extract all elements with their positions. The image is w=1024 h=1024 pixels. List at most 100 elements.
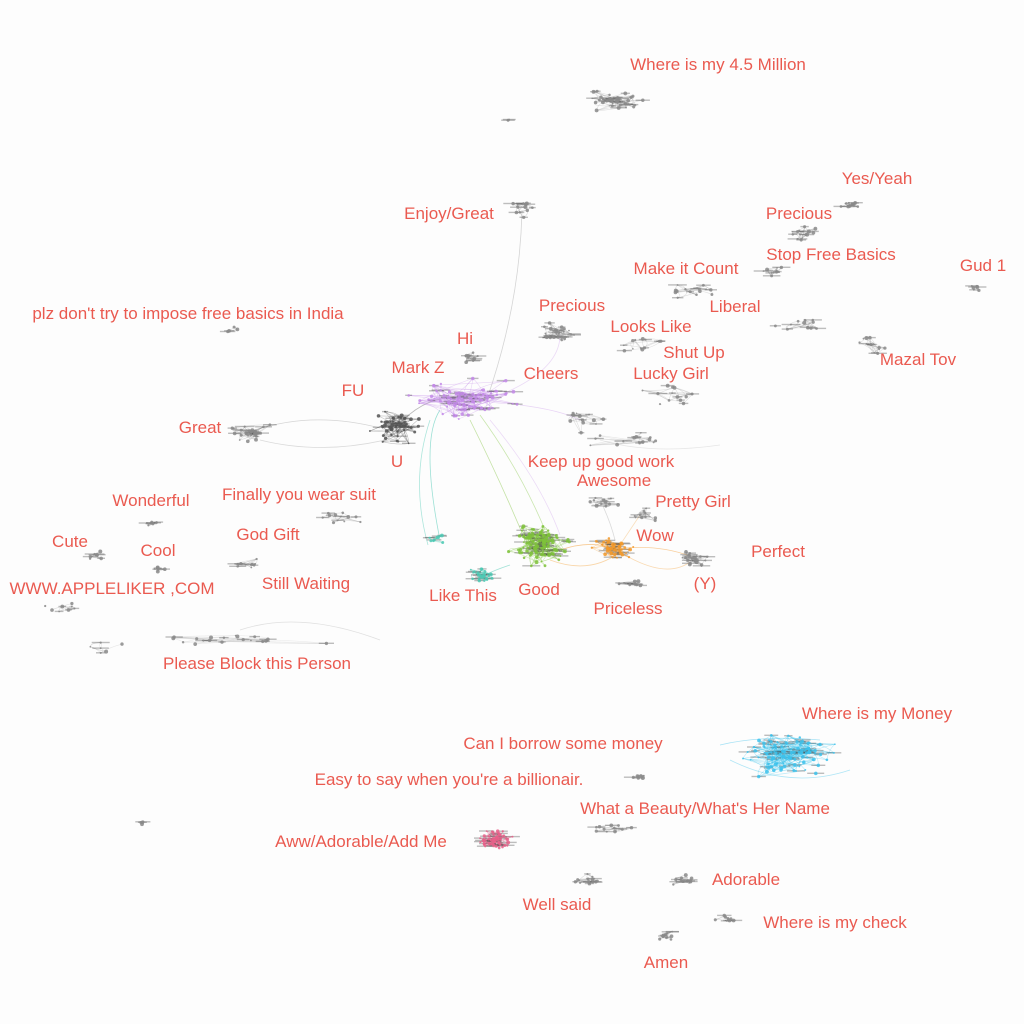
graph-node: [659, 339, 663, 343]
graph-node: [796, 319, 800, 323]
graph-node: [432, 383, 436, 388]
cluster-edge: [770, 760, 814, 767]
graph-node: [665, 383, 670, 388]
graph-node: [671, 930, 674, 933]
graph-node: [254, 562, 257, 565]
graph-node: [98, 549, 103, 554]
label-wow: Wow: [636, 526, 674, 545]
cluster-edge: [809, 742, 835, 754]
graph-node: [239, 433, 243, 437]
cluster-edge: [433, 385, 455, 416]
graph-node: [490, 395, 495, 400]
cluster-purple: [405, 376, 524, 420]
graph-node: [490, 576, 494, 580]
graph-node: [256, 431, 261, 435]
graph-node: [202, 639, 205, 642]
cluster-edge: [803, 741, 834, 754]
graph-node: [232, 325, 236, 329]
cluster-make-it-count: [668, 283, 717, 299]
graph-node: [481, 392, 485, 396]
graph-node: [620, 827, 624, 831]
graph-node: [140, 822, 144, 827]
graph-node: [573, 880, 578, 884]
graph-node: [463, 407, 467, 412]
graph-node: [394, 424, 397, 427]
graph-node: [471, 376, 475, 381]
cluster-cool: [152, 565, 170, 574]
graph-node: [725, 919, 728, 922]
graph-node: [60, 604, 65, 609]
graph-node: [868, 335, 872, 340]
cluster-edge: [781, 746, 800, 767]
cluster-edge: [590, 437, 651, 446]
graph-node: [593, 100, 598, 105]
graph-node: [566, 538, 570, 542]
cluster-edge: [337, 520, 361, 523]
graph-node: [795, 740, 799, 744]
cluster-edge: [408, 394, 506, 397]
graph-node: [388, 425, 392, 429]
graph-node: [614, 543, 617, 546]
graph-node: [591, 418, 596, 423]
graph-node: [222, 636, 226, 640]
graph-node: [684, 395, 688, 399]
graph-node: [253, 433, 256, 436]
graph-node: [576, 878, 580, 882]
graph-node: [522, 556, 526, 560]
graph-node: [522, 546, 525, 549]
cluster-edge: [772, 749, 792, 768]
graph-node: [429, 539, 433, 543]
cluster-edge: [668, 393, 693, 401]
graph-node: [790, 748, 793, 751]
label-lucky-girl: Lucky Girl: [633, 364, 709, 383]
graph-node: [622, 344, 625, 347]
graph-node: [688, 882, 690, 884]
graph-node: [99, 647, 102, 650]
graph-node: [439, 382, 443, 386]
graph-node: [802, 760, 806, 765]
graph-node: [690, 392, 694, 396]
inter-cluster-edge-0: [489, 209, 523, 391]
graph-node: [507, 550, 511, 554]
graph-node: [529, 543, 533, 547]
label-cool: Cool: [140, 541, 176, 560]
graph-node: [816, 763, 821, 768]
cluster-edge: [433, 385, 459, 410]
graph-node: [506, 118, 510, 122]
graph-node: [477, 579, 481, 583]
graph-node: [629, 825, 634, 830]
graph-node: [672, 883, 675, 886]
graph-node: [456, 399, 460, 403]
graph-node: [446, 395, 451, 400]
label-u: U: [390, 452, 404, 471]
graph-node: [832, 751, 835, 754]
graph-node: [505, 391, 508, 395]
graph-node: [446, 405, 449, 408]
graph-node: [255, 431, 258, 434]
graph-node: [488, 841, 492, 846]
graph-node: [601, 417, 606, 421]
graph-node: [560, 338, 563, 342]
graph-node: [814, 771, 818, 776]
cluster-edge: [419, 402, 443, 415]
cluster-edge: [481, 395, 488, 398]
graph-node: [241, 637, 245, 642]
graph-node: [482, 842, 486, 846]
label-where-is-my-4-5-million: Where is my 4.5 Million: [630, 55, 806, 74]
cluster-edge: [449, 389, 484, 402]
graph-node: [544, 334, 547, 337]
cluster-edge: [531, 555, 561, 567]
graph-node: [518, 210, 522, 214]
graph-node: [769, 740, 773, 744]
graph-node: [697, 288, 700, 290]
graph-node: [235, 634, 240, 639]
graph-node: [640, 336, 645, 341]
graph-node: [575, 412, 578, 415]
cluster-pink: [474, 829, 520, 850]
graph-node: [647, 437, 652, 442]
label-aww-adorable-add-me: Aww/Adorable/Add Me: [275, 832, 447, 851]
graph-node: [699, 555, 702, 558]
graph-node: [775, 269, 778, 272]
cluster-edge: [747, 743, 788, 753]
cluster-edge: [771, 735, 777, 765]
